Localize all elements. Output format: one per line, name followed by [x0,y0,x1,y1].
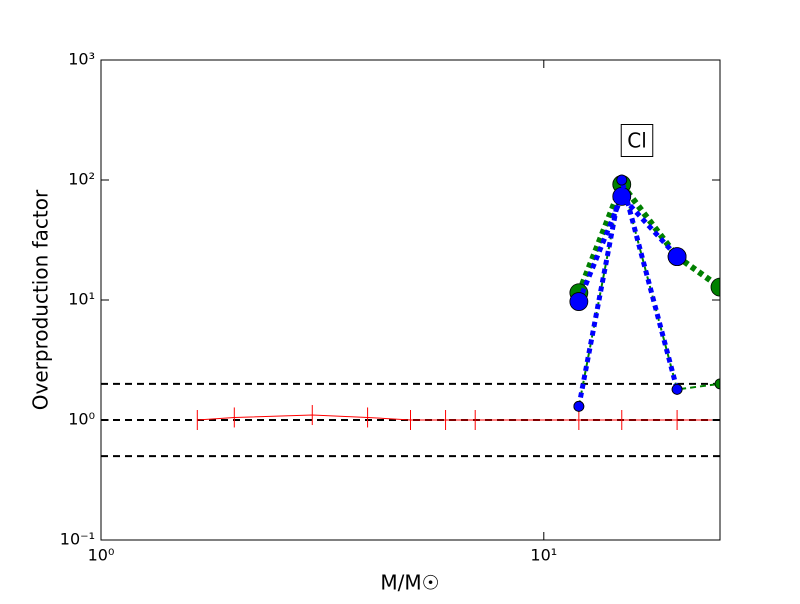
x-tick-label: 10¹ [530,546,557,565]
marker [573,400,585,412]
y-tick-label: 10³ [68,50,95,69]
plot-area [101,174,720,458]
marker [671,383,683,395]
marker [667,247,687,266]
y-tick-label: 10² [68,170,95,189]
series-line [576,179,680,407]
series-line [577,179,720,407]
marker [569,292,589,311]
series-line [576,191,679,303]
marker [710,277,720,297]
y-axis-label: Overproduction factor [29,189,53,410]
annotation-box [620,124,654,157]
annotation-text: Cl [627,129,647,153]
marker [616,174,628,186]
y-tick-label: 10⁰ [68,410,95,429]
y-tick-label: 10⁻¹ [60,530,95,549]
x-tick-label: 10⁰ [88,546,115,565]
y-tick-label: 10¹ [68,290,95,309]
annotation: Cl [620,124,654,157]
series-line [576,178,720,294]
x-axis-label: M/M☉ [380,571,439,595]
marker [714,378,720,390]
